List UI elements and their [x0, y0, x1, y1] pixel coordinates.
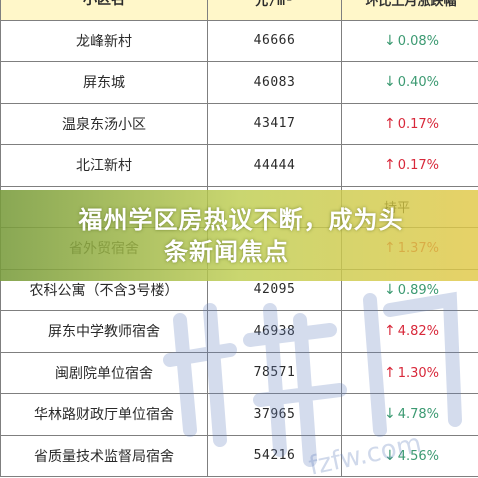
headline-line-2: 条新闻焦点	[164, 237, 289, 266]
change-cell: ↑ 1.30%	[341, 351, 478, 394]
price-cell: 43417	[207, 102, 342, 145]
arrow-down-icon: ↓	[384, 281, 396, 298]
price-cell: 37965	[207, 393, 342, 436]
arrow-up-icon: ↑	[384, 157, 396, 174]
change-cell: ↑ 4.82%	[341, 310, 478, 353]
change-value: 0.17%	[397, 116, 440, 132]
headline-banner: 福州学区房热议不断，成为头 条新闻焦点	[0, 190, 478, 281]
arrow-down-icon: ↓	[384, 74, 396, 91]
community-name-cell: 华林路财政厅单位宿舍	[0, 393, 208, 436]
table-row: 温泉东汤小区 43417 ↑ 0.17%	[0, 102, 478, 145]
arrow-up-icon: ↑	[384, 323, 396, 340]
table-row: 北江新村 44444 ↑ 0.17%	[0, 144, 478, 187]
community-name-cell: 北江新村	[0, 144, 208, 187]
change-value: 0.40%	[397, 75, 440, 91]
price-cell: 46083	[207, 61, 342, 104]
community-name-cell: 龙峰新村	[0, 19, 208, 62]
table-row: 闽剧院单位宿舍 78571 ↑ 1.30%	[0, 351, 478, 394]
change-value: 0.17%	[397, 158, 440, 174]
change-value: 4.78%	[397, 407, 440, 423]
table-row: 龙峰新村 46666 ↓ 0.08%	[0, 19, 478, 62]
community-name-cell: 屏东城	[0, 61, 208, 104]
change-cell: ↓ 4.78%	[341, 393, 478, 436]
change-cell: ↓ 0.08%	[341, 19, 478, 62]
change-cell: ↓ 0.40%	[341, 61, 478, 104]
header-community: 小区名	[0, 0, 208, 21]
change-value: 0.08%	[397, 33, 440, 49]
price-cell: 78571	[207, 351, 342, 394]
price-cell: 46666	[207, 19, 342, 62]
community-name-cell: 省质量技术监督局宿舍	[0, 434, 208, 477]
header-price: 元/m²	[207, 0, 342, 21]
change-cell: ↑ 0.17%	[341, 144, 478, 187]
community-name-cell: 屏东中学教师宿舍	[0, 310, 208, 353]
community-name-cell: 温泉东汤小区	[0, 102, 208, 145]
table-header-row: 小区名 元/m² 环比上月涨跌幅	[0, 0, 478, 21]
table-row: 屏东中学教师宿舍 46938 ↑ 4.82%	[0, 310, 478, 353]
community-name-cell: 闽剧院单位宿舍	[0, 351, 208, 394]
table-row: 省质量技术监督局宿舍 54216 ↓ 4.56%	[0, 434, 478, 477]
change-cell: ↓ 4.56%	[341, 434, 478, 477]
headline-line-1: 福州学区房热议不断，成为头	[78, 205, 404, 234]
arrow-down-icon: ↓	[384, 447, 396, 464]
arrow-up-icon: ↑	[384, 115, 396, 132]
arrow-down-icon: ↓	[384, 32, 396, 49]
price-cell: 54216	[207, 434, 342, 477]
price-cell: 46938	[207, 310, 342, 353]
change-value: 4.56%	[397, 448, 440, 464]
table-row: 华林路财政厅单位宿舍 37965 ↓ 4.78%	[0, 393, 478, 436]
change-cell: ↑ 0.17%	[341, 102, 478, 145]
change-value: 0.89%	[397, 282, 440, 298]
price-cell: 44444	[207, 144, 342, 187]
arrow-up-icon: ↑	[384, 364, 396, 381]
change-value: 1.30%	[397, 365, 440, 381]
header-change: 环比上月涨跌幅	[341, 0, 478, 21]
community-name-cell: 农科公寓（不含3号楼）	[0, 268, 208, 311]
arrow-down-icon: ↓	[384, 406, 396, 423]
table-row: 屏东城 46083 ↓ 0.40%	[0, 61, 478, 104]
change-value: 4.82%	[397, 324, 440, 340]
